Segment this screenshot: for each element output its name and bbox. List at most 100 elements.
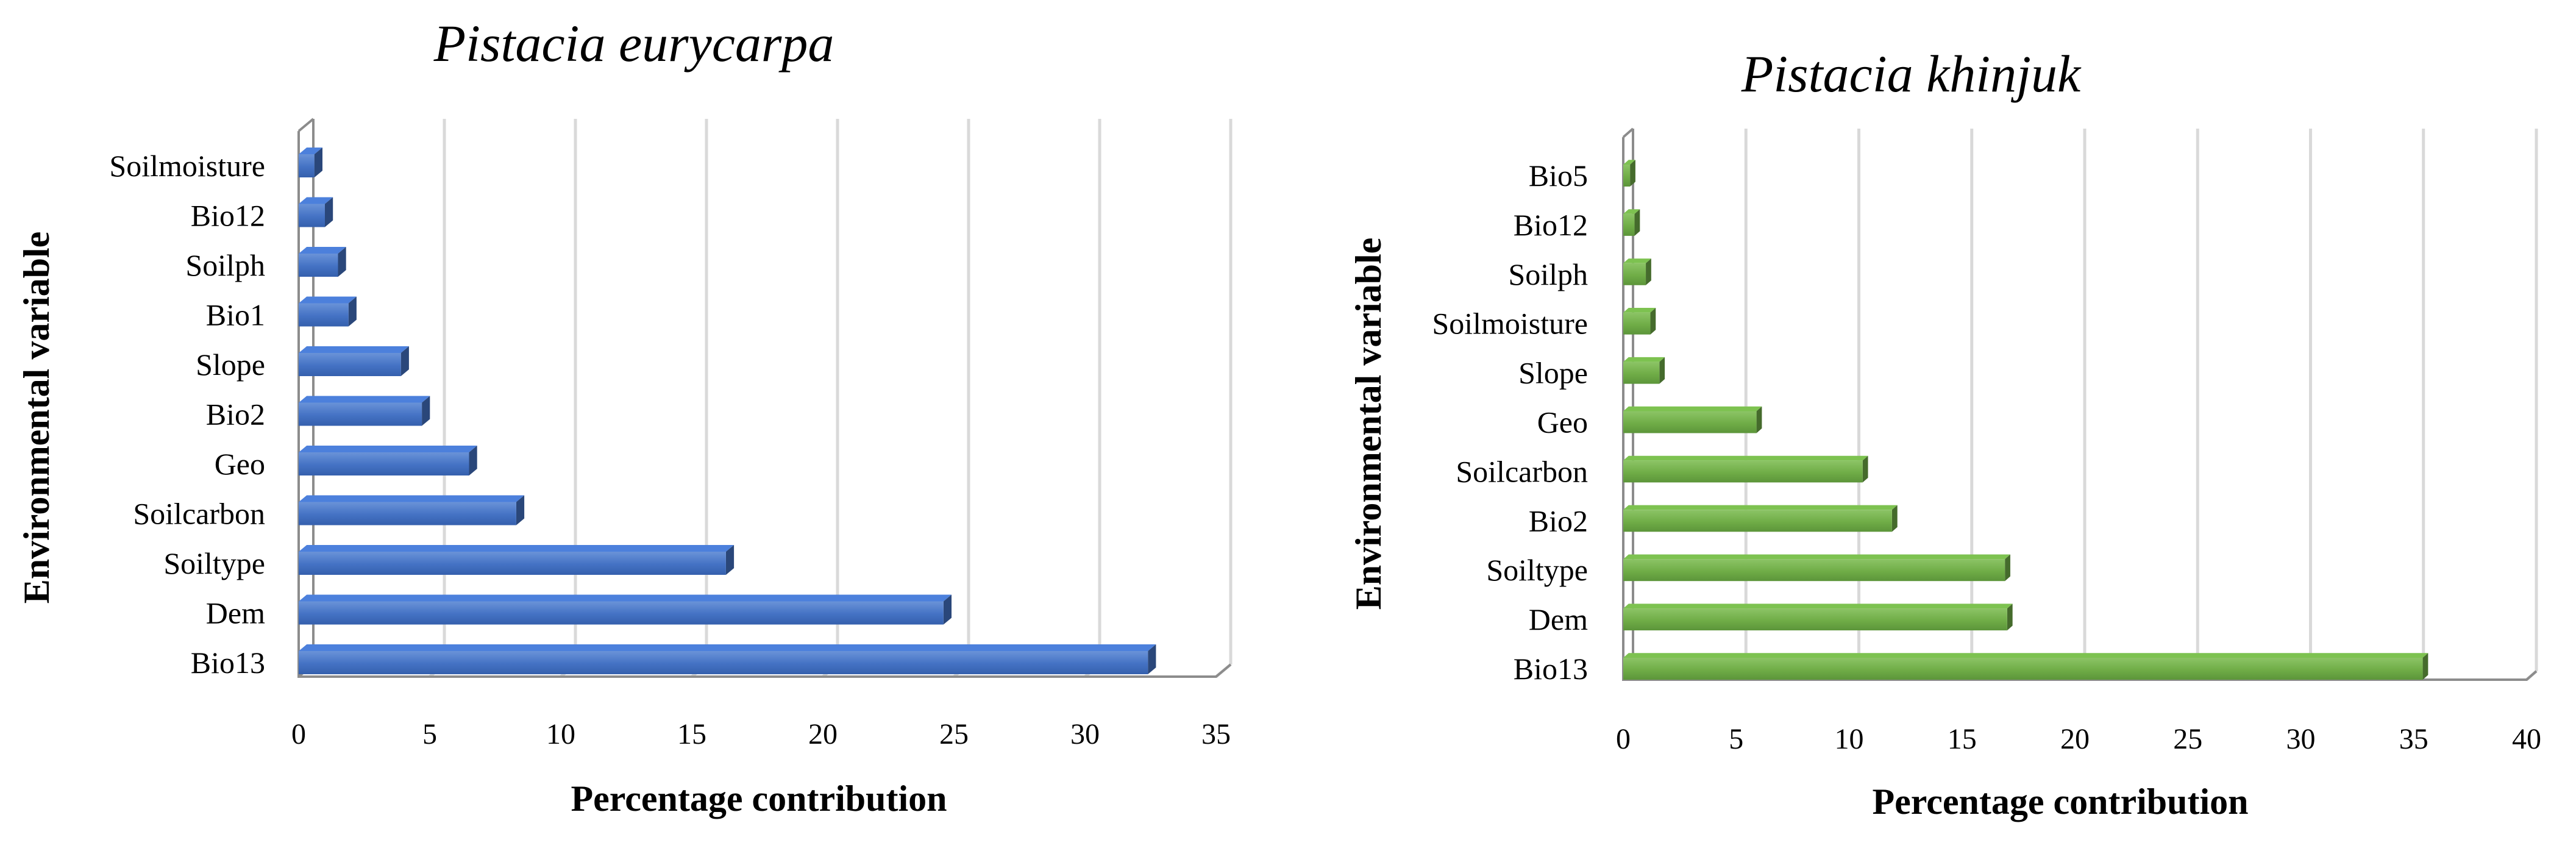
category-labels: Soilmoisture Bio12 Soilph Bio1 Slope Bio2 Geo S… [109,149,265,680]
bar-top-face [1623,209,1640,214]
bar-end-face [2422,653,2428,680]
bar-soilcarbon [299,495,525,525]
bar-top-face [1623,505,1898,510]
category-label: Slope [1518,356,1588,390]
category-label: Soilmoisture [109,149,265,183]
x-tick-labels: 0 5 10 15 20 25 30 35 40 [1616,723,2541,755]
bar-front-face [299,552,726,575]
bar-front-face [299,452,469,475]
bar-end-face [348,296,357,327]
bar-end-face [1862,455,1868,483]
x-tick-label: 40 [2512,723,2541,755]
bar-top-face [299,594,952,602]
bar-front-face [299,502,516,525]
bar-soilcarbon [1623,455,1868,483]
grid-group [429,119,1233,678]
bar-end-face [325,197,333,227]
bar-front-face [1623,411,1757,433]
category-label: Soilph [1508,257,1588,291]
category-label: Bio12 [1514,208,1588,242]
x-tick-label: 5 [422,718,437,750]
x-tick-label: 0 [291,718,306,750]
bar-top-face [1623,554,2010,560]
bar-soiltype [299,545,735,575]
category-label: Slope [196,347,265,382]
x-tick-label: 10 [546,718,575,750]
bar-soilmoisture [299,148,322,177]
bar-front-face [299,154,315,177]
bar-top-face [1623,653,2428,658]
category-label: Geo [215,447,265,481]
bar-end-face [1891,505,1898,532]
y-axis-depth-top [297,118,315,132]
chart-title: Pistacia khinjuk [1741,45,2082,103]
category-label: Bio5 [1529,158,1588,193]
bar-end-face [516,495,525,525]
axis-group [1622,127,2538,681]
x-tick-label: 15 [1948,723,1977,755]
category-labels: Bio5 Bio12 Soilph Soilmoisture Slope Geo Soilc… [1432,158,1588,686]
bar-top-face [1623,357,1665,362]
bar-front-face [1623,165,1631,187]
bar-end-face [1634,209,1640,236]
category-label: Bio13 [1514,652,1588,686]
x-tick-label: 25 [939,718,969,750]
bar-top-face [299,545,735,552]
bar-end-face [1756,406,1762,433]
bar-end-face [2007,604,2013,631]
bar-end-face [422,396,430,426]
y-axis-title: Environmental variable [16,232,57,604]
y-axis-depth-top [1622,127,1634,138]
bar-geo [299,446,477,475]
bar-top-face [299,396,430,403]
bar-bio5 [1623,160,1635,187]
bar-top-face [299,495,525,502]
bar-end-face [400,346,409,376]
axis-group [297,118,1232,678]
bar-dem [299,594,952,625]
category-label: Soilph [185,248,265,282]
y-axis-title: Environmental variable [1348,238,1389,610]
bar-top-face [1623,160,1635,165]
x-tick-label: 25 [2173,723,2202,755]
bar-front-face [1623,213,1635,236]
bar-front-face [299,402,422,426]
x-tick-label: 35 [1201,718,1231,750]
category-label: Dem [206,596,265,630]
bar-end-face [1148,644,1156,674]
x-tick-label: 15 [677,718,706,750]
bar-slope [1623,357,1665,384]
chart-title: Pistacia eurycarpa [433,14,834,73]
bar-front-face [1623,510,1892,532]
category-label: Dem [1529,602,1588,636]
bar-front-face [1623,312,1651,335]
category-label: Bio13 [191,646,265,680]
category-label: Bio12 [191,199,265,233]
x-tick-label: 10 [1835,723,1864,755]
x-tick-label: 35 [2399,723,2428,755]
bar-end-face [943,594,952,625]
bar-end-face [1646,258,1651,285]
category-label: Bio1 [206,298,265,332]
category-label: Soilcarbon [1456,454,1588,488]
bar-geo [1623,406,1762,433]
bar-bio12 [1623,209,1640,236]
category-label: Bio2 [206,397,265,432]
bar-front-face [299,303,349,327]
bar-top-face [1623,308,1656,313]
bar-front-face [1623,658,2423,680]
bar-bio13 [1623,653,2428,680]
bar-bio13 [299,644,1156,674]
bar-dem [1623,604,2013,631]
bar-end-face [338,247,346,277]
x-tick-label: 0 [1616,723,1631,755]
bar-front-face [1623,263,1646,285]
bar-end-face [469,446,477,475]
bar-end-face [2005,554,2010,582]
bar-soilmoisture [1623,308,1656,335]
bar-end-face [725,545,735,575]
bar-bio2 [299,396,430,426]
bar-front-face [299,601,944,625]
bar-soilph [1623,258,1651,285]
